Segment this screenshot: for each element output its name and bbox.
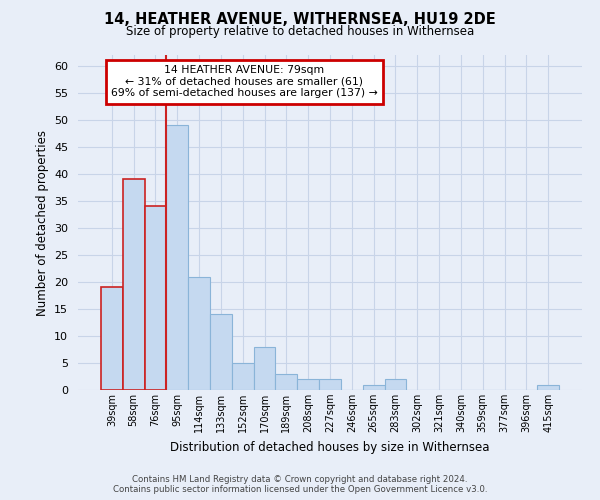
Bar bbox=[210, 314, 232, 390]
Bar bbox=[385, 379, 406, 390]
Bar bbox=[145, 206, 166, 390]
Bar bbox=[297, 379, 319, 390]
Bar bbox=[123, 180, 145, 390]
Bar bbox=[101, 288, 123, 390]
Bar bbox=[275, 374, 297, 390]
Bar bbox=[166, 125, 188, 390]
Y-axis label: Number of detached properties: Number of detached properties bbox=[35, 130, 49, 316]
Bar bbox=[188, 276, 210, 390]
Bar bbox=[319, 379, 341, 390]
Text: Size of property relative to detached houses in Withernsea: Size of property relative to detached ho… bbox=[126, 25, 474, 38]
Text: 14 HEATHER AVENUE: 79sqm
← 31% of detached houses are smaller (61)
69% of semi-d: 14 HEATHER AVENUE: 79sqm ← 31% of detach… bbox=[111, 65, 377, 98]
X-axis label: Distribution of detached houses by size in Withernsea: Distribution of detached houses by size … bbox=[170, 440, 490, 454]
Bar bbox=[254, 347, 275, 390]
Text: 14, HEATHER AVENUE, WITHERNSEA, HU19 2DE: 14, HEATHER AVENUE, WITHERNSEA, HU19 2DE bbox=[104, 12, 496, 28]
Bar bbox=[232, 363, 254, 390]
Text: Contains HM Land Registry data © Crown copyright and database right 2024.
Contai: Contains HM Land Registry data © Crown c… bbox=[113, 474, 487, 494]
Bar bbox=[537, 384, 559, 390]
Bar bbox=[363, 384, 385, 390]
